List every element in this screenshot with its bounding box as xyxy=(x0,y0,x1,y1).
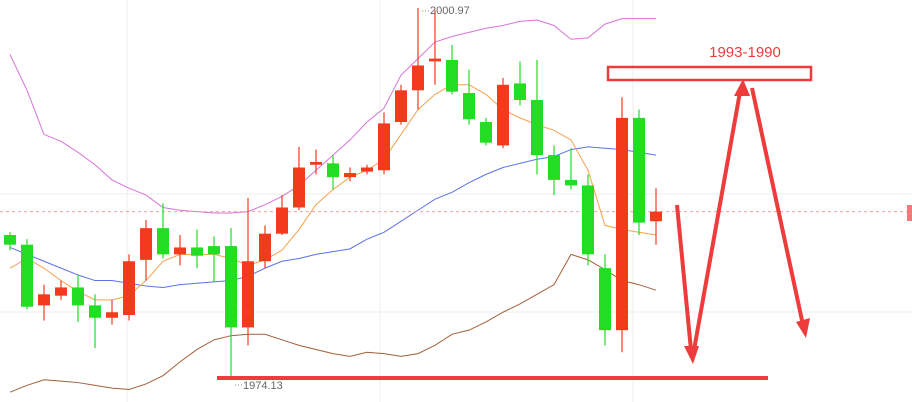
candle-body xyxy=(157,228,169,255)
arrow-head xyxy=(796,318,810,338)
max-label: 2000.97 xyxy=(430,5,470,17)
annotation: 1993-1990 xyxy=(709,44,781,61)
candle-body xyxy=(531,99,543,156)
candle-body xyxy=(140,228,152,260)
candle-body xyxy=(327,163,339,178)
candle-body xyxy=(259,233,271,262)
candle-body xyxy=(106,312,118,318)
candle-body xyxy=(412,65,424,91)
candle-body xyxy=(361,167,373,172)
candle-body xyxy=(548,155,560,180)
candle-body xyxy=(565,179,577,186)
candle-body xyxy=(225,246,237,328)
candle-body xyxy=(429,58,441,62)
plot xyxy=(0,7,907,393)
candle-body xyxy=(276,207,288,234)
candle-body xyxy=(174,247,186,255)
indicator-line xyxy=(9,18,656,214)
zigzag-arrow xyxy=(675,87,805,351)
indicator-line xyxy=(9,84,657,301)
candle-body xyxy=(208,246,220,255)
candle-body xyxy=(293,167,305,208)
candle-body xyxy=(310,161,322,165)
arrow-head xyxy=(734,79,750,96)
candle-body xyxy=(123,261,135,316)
target-box xyxy=(606,65,813,82)
candle-body xyxy=(599,268,611,331)
arrow-head xyxy=(684,346,699,364)
candle-body xyxy=(463,93,475,120)
min-label: 1974.13 xyxy=(243,380,283,392)
candle-body xyxy=(616,117,628,331)
candle-body xyxy=(446,59,458,92)
candle-body xyxy=(21,244,33,307)
candle-body xyxy=(344,173,356,178)
candle-body xyxy=(395,90,407,123)
candle-body xyxy=(72,287,84,306)
candle-body xyxy=(633,117,645,223)
candle-body xyxy=(89,305,101,318)
candle-body xyxy=(55,287,67,296)
candle-body xyxy=(4,235,16,245)
candle-body xyxy=(38,294,50,306)
candle-body xyxy=(582,185,594,255)
candle-body xyxy=(514,83,526,100)
candle-body xyxy=(242,261,254,328)
candle-body xyxy=(497,84,509,146)
candle-body xyxy=(378,123,390,171)
candle-body xyxy=(480,122,492,143)
price-marker xyxy=(907,205,912,221)
indicator-line xyxy=(9,253,657,393)
candle-body xyxy=(191,247,203,256)
candle-body xyxy=(650,211,662,222)
